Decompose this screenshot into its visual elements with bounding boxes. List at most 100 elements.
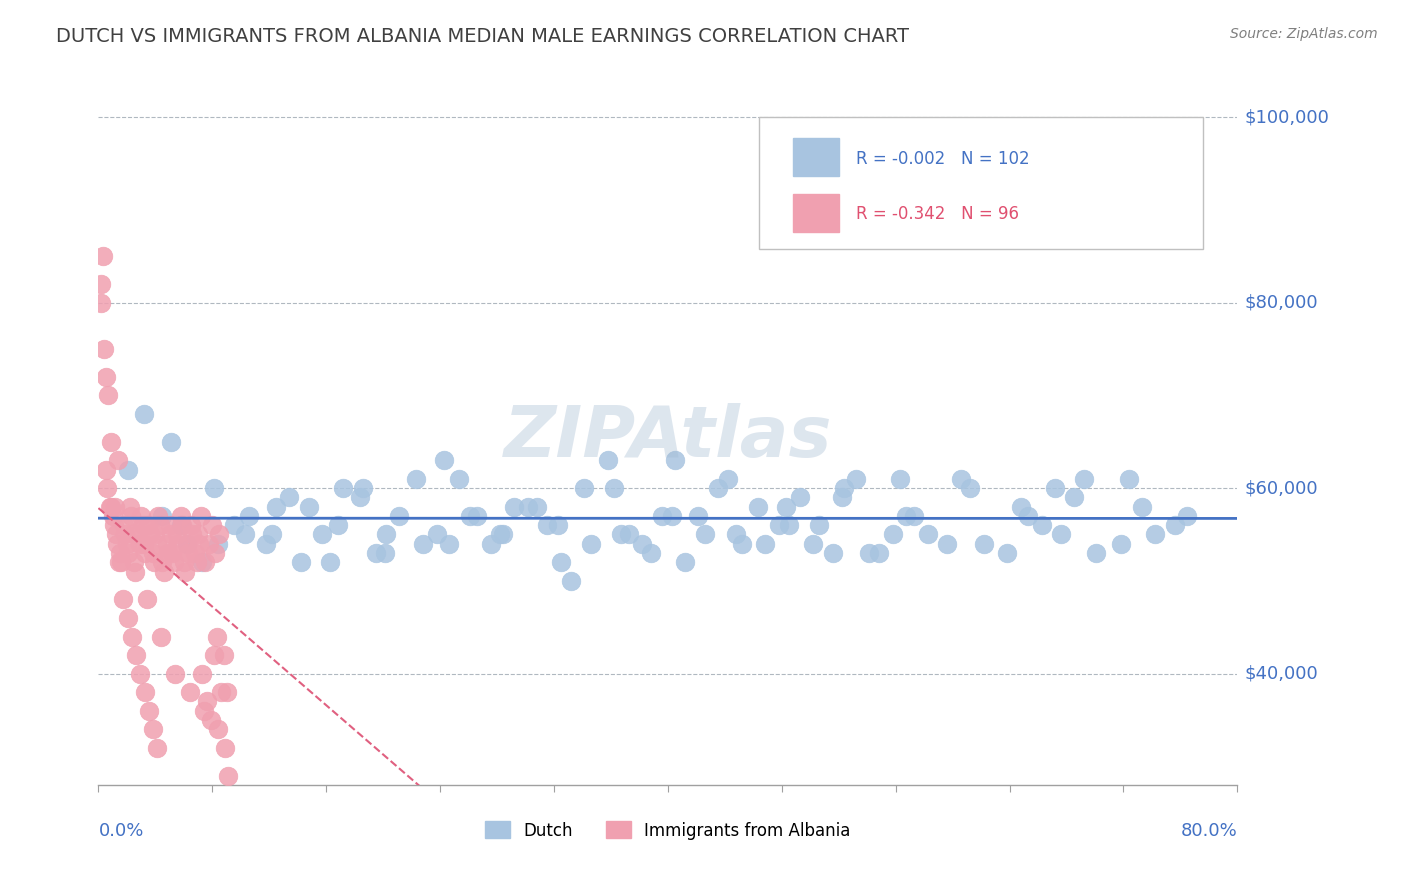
Point (1017, 508, 1039, 523)
Point (661, 508, 683, 523)
Point (136, 518, 159, 533)
Point (160, 527, 183, 541)
Point (204, 546, 226, 560)
Point (121, 630, 143, 644)
Point (141, 546, 163, 560)
Point (186, 555, 208, 569)
Point (207, 537, 229, 551)
Point (97, 388, 120, 402)
Point (405, 472, 427, 486)
Point (238, 508, 260, 523)
Point (115, 537, 138, 551)
Point (426, 527, 449, 541)
Point (526, 500, 548, 514)
Point (163, 555, 186, 569)
Point (118, 500, 141, 514)
Point (631, 537, 654, 551)
Point (640, 546, 662, 560)
Point (560, 574, 582, 588)
Point (894, 508, 917, 523)
Point (725, 527, 748, 541)
Text: 0.0%: 0.0% (98, 822, 143, 840)
Point (205, 630, 228, 644)
Point (1143, 527, 1166, 541)
Point (821, 546, 844, 560)
Point (882, 527, 904, 541)
Point (775, 500, 797, 514)
Point (651, 508, 673, 523)
Point (176, 537, 198, 551)
Point (664, 453, 686, 467)
Point (162, 546, 184, 560)
Point (834, 481, 856, 495)
Text: 80.0%: 80.0% (1181, 822, 1237, 840)
Point (188, 537, 211, 551)
Point (98, 500, 121, 514)
Point (138, 527, 160, 541)
Point (138, 704, 160, 718)
Point (233, 527, 256, 541)
Point (807, 518, 830, 533)
Point (202, 648, 225, 662)
Point (150, 630, 173, 644)
Point (100, 434, 122, 449)
Point (706, 481, 728, 495)
Point (465, 508, 488, 523)
Point (1109, 537, 1132, 551)
Point (167, 537, 190, 551)
Text: R = -0.342   N = 96: R = -0.342 N = 96 (856, 205, 1019, 223)
Point (148, 508, 170, 523)
Point (132, 407, 155, 421)
Point (131, 518, 153, 533)
Point (90, 295, 112, 310)
Point (200, 713, 222, 727)
Point (181, 527, 204, 541)
Point (266, 500, 288, 514)
Point (503, 500, 526, 514)
Point (124, 565, 146, 579)
Point (935, 537, 957, 551)
Point (108, 546, 131, 560)
Point (222, 518, 245, 533)
Point (170, 508, 193, 523)
Point (101, 508, 124, 523)
Point (117, 546, 139, 560)
Point (1010, 500, 1032, 514)
Point (173, 555, 195, 569)
Point (117, 611, 139, 625)
Point (129, 666, 152, 681)
Legend: Dutch, Immigrants from Albania: Dutch, Immigrants from Albania (478, 814, 858, 847)
Text: $80,000: $80,000 (1244, 293, 1317, 311)
Point (195, 694, 218, 708)
Point (572, 481, 595, 495)
Point (673, 555, 696, 569)
Point (1073, 472, 1095, 486)
Point (959, 481, 981, 495)
Point (278, 491, 301, 505)
Point (190, 508, 212, 523)
Text: ZIPAtlas: ZIPAtlas (503, 402, 832, 472)
Point (179, 685, 201, 699)
Point (194, 555, 217, 569)
Point (596, 453, 619, 467)
Point (319, 555, 342, 569)
Point (149, 518, 172, 533)
Point (326, 518, 349, 533)
Point (202, 481, 225, 495)
Point (134, 546, 156, 560)
Point (146, 740, 169, 755)
Point (135, 592, 157, 607)
Point (180, 518, 202, 533)
Point (152, 508, 174, 523)
Bar (793, 138, 839, 177)
Point (166, 527, 188, 541)
Point (437, 537, 460, 551)
Point (122, 555, 145, 569)
Point (447, 472, 470, 486)
Point (96, 369, 118, 384)
Point (412, 537, 434, 551)
Point (868, 546, 890, 560)
Point (129, 508, 152, 523)
Point (364, 546, 387, 560)
Point (159, 518, 181, 533)
